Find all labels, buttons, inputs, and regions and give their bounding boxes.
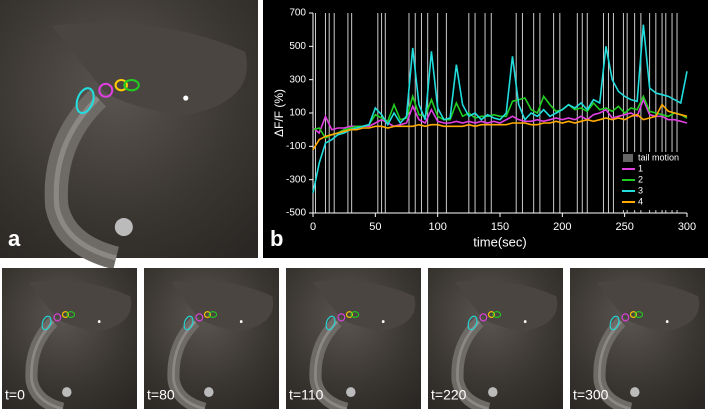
legend-label: 1 (638, 163, 643, 173)
panel-a: a (0, 0, 258, 258)
frame-label: t=110 (289, 387, 324, 403)
x-tick-label: 100 (428, 221, 446, 233)
x-tick-label: 0 (310, 221, 316, 233)
series-line (312, 103, 688, 151)
y-tick-label: 300 (289, 74, 306, 85)
legend-label: 3 (638, 185, 643, 195)
y-tick-label: -100 (286, 141, 306, 152)
panel-label: a (8, 226, 21, 251)
panel-label: b (270, 226, 283, 251)
y-tick-label: -500 (286, 208, 306, 219)
frame-label: t=300 (573, 387, 609, 403)
legend-label: 4 (638, 196, 643, 206)
x-tick-label: 150 (491, 221, 509, 233)
y-tick-label: 500 (289, 41, 306, 52)
x-tick-label: 50 (369, 221, 381, 233)
legend-label: 2 (638, 174, 643, 184)
frame: t=80 (144, 268, 279, 409)
microscope-image (0, 0, 258, 258)
y-axis-label: ΔF/F (%) (272, 89, 286, 137)
frame: t=0 (2, 268, 137, 409)
series-line (312, 97, 688, 135)
x-axis-label: time(sec) (473, 234, 526, 249)
y-tick-label: -300 (286, 174, 306, 185)
legend-label: tail motion (638, 152, 679, 162)
frame-label: t=80 (147, 387, 175, 403)
series-line (312, 93, 688, 140)
chart: -500 -300 -100 100 300 500 700 0 50 100 150 200 250 3… (272, 8, 696, 250)
frame-label: t=0 (5, 387, 25, 403)
series-line (312, 24, 688, 194)
x-tick-label: 300 (678, 221, 696, 233)
y-tick-label: 700 (289, 8, 306, 19)
frame: t=220 (428, 268, 563, 409)
x-tick-label: 250 (615, 221, 633, 233)
y-tick-label: 100 (289, 108, 306, 119)
frames: t=0 t=80 t=110 t=220 t=300 (2, 268, 705, 409)
x-tick-label: 200 (553, 221, 571, 233)
frame: t=300 (570, 268, 705, 409)
frame: t=110 (286, 268, 421, 409)
frame-label: t=220 (431, 387, 467, 403)
